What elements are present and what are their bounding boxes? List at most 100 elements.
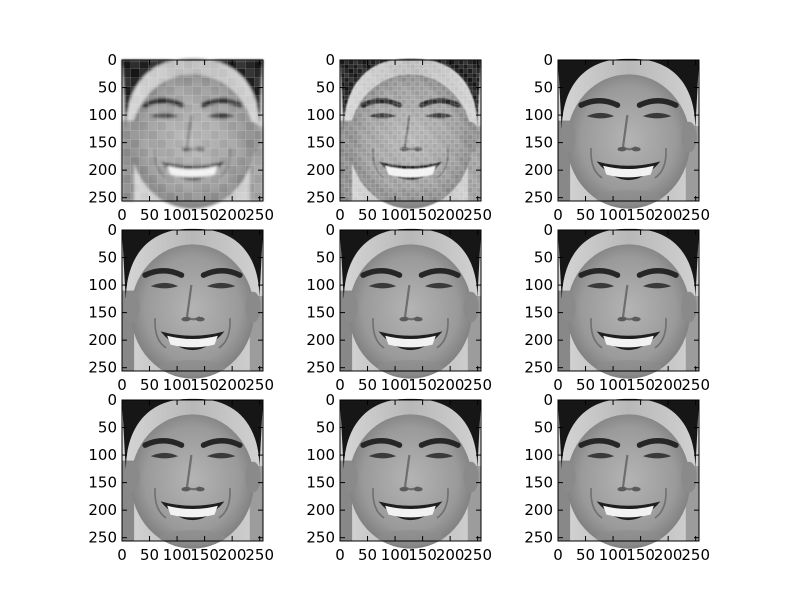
face-image xyxy=(122,398,263,549)
y-tick-label: 200 xyxy=(88,331,117,349)
x-tick-label: 200 xyxy=(218,376,247,394)
y-tick-label: 50 xyxy=(534,79,553,97)
y-tick-label: 50 xyxy=(316,419,335,437)
y-tick-label: 200 xyxy=(524,161,553,179)
face-region xyxy=(130,244,255,379)
x-tick-label: 250 xyxy=(463,376,492,394)
x-tick-label: 200 xyxy=(436,206,465,224)
y-tick-label: 200 xyxy=(524,331,553,349)
face-image xyxy=(340,58,481,209)
x-tick-label: 200 xyxy=(436,546,465,564)
y-tick-label: 150 xyxy=(306,134,335,152)
hair-region xyxy=(558,228,699,313)
x-tick-label: 150 xyxy=(408,206,437,224)
x-tick-label: 50 xyxy=(576,376,595,394)
y-tick-label: 100 xyxy=(306,446,335,464)
x-tick-label: 250 xyxy=(245,546,274,564)
axes-frame xyxy=(121,399,264,542)
y-tick-label: 250 xyxy=(88,189,117,207)
hair-region xyxy=(558,58,699,143)
x-tick-label: 100 xyxy=(163,206,192,224)
hair-region xyxy=(340,228,481,313)
pixelation-overlay xyxy=(122,60,264,202)
y-tick-label: 50 xyxy=(534,419,553,437)
y-tick-label: 200 xyxy=(88,501,117,519)
x-tick-label: 100 xyxy=(599,206,628,224)
y-tick-label: 150 xyxy=(306,304,335,322)
x-tick-label: 150 xyxy=(190,546,219,564)
x-tick-label: 250 xyxy=(681,546,710,564)
face-region xyxy=(566,244,691,379)
y-tick-label: 250 xyxy=(306,359,335,377)
face-region xyxy=(348,244,473,379)
y-tick-label: 250 xyxy=(88,359,117,377)
hair-region xyxy=(340,398,481,483)
x-tick-label: 200 xyxy=(654,376,683,394)
axes-frame xyxy=(557,229,700,372)
y-tick-label: 250 xyxy=(524,529,553,547)
y-tick-label: 100 xyxy=(524,276,553,294)
x-tick-label: 150 xyxy=(626,206,655,224)
axes-frame xyxy=(339,399,482,542)
y-tick-label: 200 xyxy=(306,161,335,179)
x-tick-label: 250 xyxy=(463,206,492,224)
y-tick-label: 250 xyxy=(306,529,335,547)
y-tick-label: 250 xyxy=(306,189,335,207)
x-tick-label: 100 xyxy=(599,546,628,564)
x-tick-label: 200 xyxy=(436,376,465,394)
face-region xyxy=(566,414,691,549)
x-tick-label: 100 xyxy=(381,546,410,564)
y-tick-label: 100 xyxy=(306,276,335,294)
x-tick-label: 100 xyxy=(381,376,410,394)
x-tick-label: 50 xyxy=(358,546,377,564)
hair-region xyxy=(122,398,263,483)
y-tick-label: 50 xyxy=(534,249,553,267)
face-image xyxy=(340,398,481,549)
y-tick-label: 250 xyxy=(88,529,117,547)
face-region xyxy=(130,414,255,549)
y-tick-label: 250 xyxy=(524,189,553,207)
hair-region xyxy=(122,228,263,313)
y-tick-label: 150 xyxy=(524,304,553,322)
y-tick-label: 250 xyxy=(524,359,553,377)
x-tick-label: 50 xyxy=(140,206,159,224)
x-tick-label: 150 xyxy=(626,376,655,394)
face-image xyxy=(558,228,699,379)
x-tick-label: 0 xyxy=(553,206,563,224)
x-tick-label: 100 xyxy=(381,206,410,224)
axes-frame xyxy=(557,399,700,542)
y-tick-label: 0 xyxy=(107,391,117,409)
y-tick-label: 100 xyxy=(524,446,553,464)
y-tick-label: 150 xyxy=(524,474,553,492)
x-tick-label: 150 xyxy=(408,376,437,394)
face-image xyxy=(122,228,263,379)
x-tick-label: 200 xyxy=(218,546,247,564)
x-tick-label: 50 xyxy=(358,376,377,394)
hair-region xyxy=(340,58,481,143)
y-tick-label: 0 xyxy=(543,391,553,409)
y-tick-label: 0 xyxy=(107,51,117,69)
y-tick-label: 100 xyxy=(88,276,117,294)
y-tick-label: 100 xyxy=(88,106,117,124)
x-tick-label: 150 xyxy=(190,206,219,224)
x-tick-label: 200 xyxy=(654,546,683,564)
hair-region xyxy=(122,58,263,143)
hair-region xyxy=(558,398,699,483)
x-tick-label: 0 xyxy=(553,376,563,394)
y-tick-label: 150 xyxy=(88,474,117,492)
x-tick-label: 100 xyxy=(163,546,192,564)
y-tick-label: 50 xyxy=(98,249,117,267)
axes-frame xyxy=(557,59,700,202)
face-image xyxy=(558,58,699,209)
y-tick-label: 50 xyxy=(316,79,335,97)
face-region xyxy=(566,74,691,209)
x-tick-label: 0 xyxy=(335,376,345,394)
y-tick-label: 200 xyxy=(524,501,553,519)
x-tick-label: 250 xyxy=(245,206,274,224)
